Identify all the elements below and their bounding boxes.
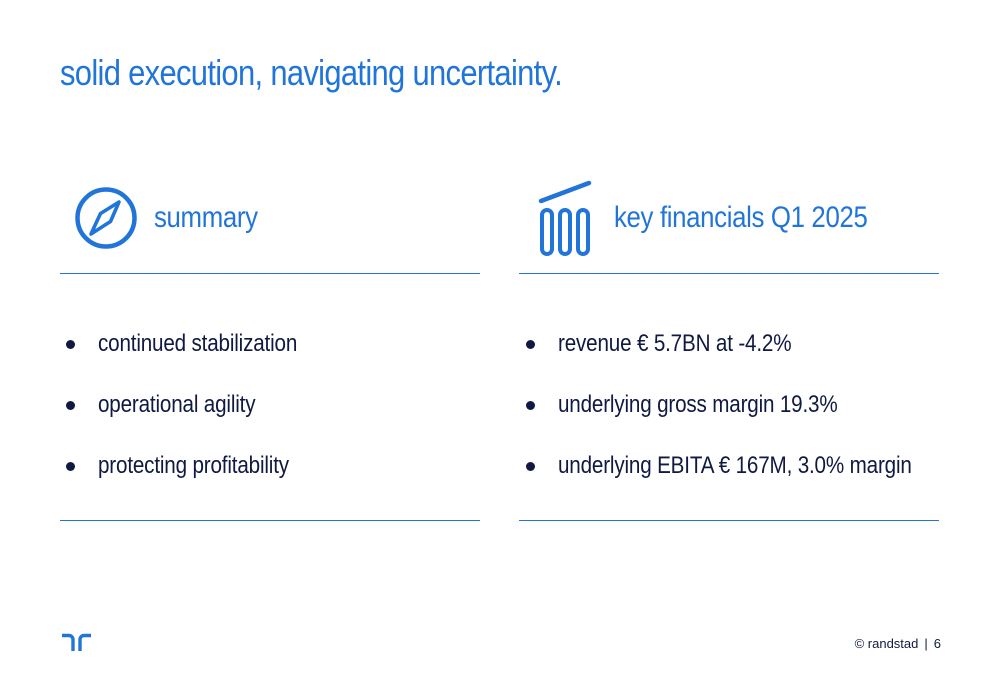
list-item: operational agility [66,387,330,448]
financials-heading: key financials Q1 2025 [614,201,868,234]
summary-heading: summary [154,201,258,234]
compass-icon [75,187,137,249]
list-item: protecting profitability [66,448,330,509]
summary-list: continued stabilization operational agil… [66,326,330,509]
bullet-icon [526,340,535,349]
bullet-icon [66,462,75,471]
copyright-text: © randstad [854,636,919,651]
list-item-text: underlying gross margin 19.3% [558,391,838,418]
bullet-icon [66,340,75,349]
list-item-text: operational agility [98,391,256,418]
bar-chart-growth-icon [538,180,592,256]
summary-header: summary [74,176,275,260]
list-item: revenue € 5.7BN at -4.2% [526,326,969,387]
summary-top-divider [60,273,480,274]
list-item-text: protecting profitability [98,452,289,479]
summary-bottom-divider [60,520,480,521]
footer-separator: | [924,636,928,651]
bullet-icon [526,401,535,410]
financials-bottom-divider [519,520,939,521]
bullet-icon [66,401,75,410]
page-number: 6 [933,636,941,651]
financials-header: key financials Q1 2025 [536,176,909,260]
bullet-icon [526,462,535,471]
financials-list: revenue € 5.7BN at -4.2% underlying gros… [526,326,969,509]
financials-top-divider [519,273,939,274]
list-item: continued stabilization [66,326,330,387]
list-item: underlying EBITA € 167M, 3.0% margin [526,448,969,509]
footer: © randstad | 6 [855,636,941,651]
list-item-text: revenue € 5.7BN at -4.2% [558,330,792,357]
slide-title: solid execution, navigating uncertainty. [60,52,563,93]
list-item: underlying gross margin 19.3% [526,387,969,448]
list-item-text: underlying EBITA € 167M, 3.0% margin [558,452,912,479]
list-item-text: continued stabilization [98,330,298,357]
randstad-logo-icon [62,633,91,651]
